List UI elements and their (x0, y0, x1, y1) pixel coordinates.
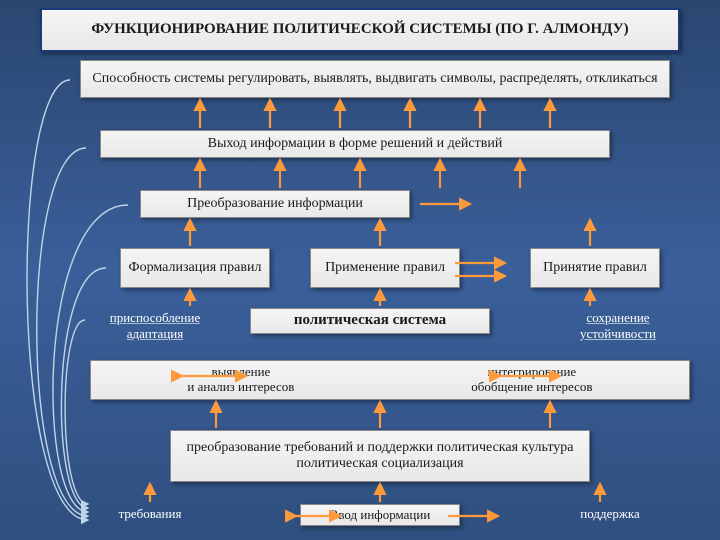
layer-3: Преобразование информации (140, 190, 410, 218)
preserve-label: сохранение устойчивости (558, 310, 678, 342)
col-b: Применение правил (310, 248, 460, 288)
input-box: Ввод информации (300, 504, 460, 526)
req-label: требования (100, 506, 200, 522)
functions-box: выявление и анализ интересов интегрирова… (90, 360, 690, 400)
layer-1-text: Способность системы регулировать, выявля… (92, 71, 657, 87)
col-c-text: Принятие правил (543, 260, 647, 276)
layer-2-text: Выход информации в форме решений и дейст… (208, 136, 503, 152)
bottom-box: преобразование требований и поддержки по… (170, 430, 590, 482)
col-b-text: Применение правил (325, 260, 445, 276)
col-a: Формализация правил (120, 248, 270, 288)
input-text: Ввод информации (330, 508, 431, 523)
center-text: политическая система (294, 312, 446, 329)
title-box: ФУНКЦИОНИРОВАНИЕ ПОЛИТИЧЕСКОЙ СИСТЕМЫ (П… (40, 8, 680, 52)
title-text: ФУНКЦИОНИРОВАНИЕ ПОЛИТИЧЕСКОЙ СИСТЕМЫ (П… (91, 21, 628, 38)
col-c: Принятие правил (530, 248, 660, 288)
adapt-label: приспособление адаптация (90, 310, 220, 342)
col-a-text: Формализация правил (129, 260, 262, 276)
layer-1: Способность системы регулировать, выявля… (80, 60, 670, 98)
layer-3-text: Преобразование информации (187, 196, 363, 212)
func-a: выявление и анализ интересов (187, 365, 294, 395)
slide-root: ФУНКЦИОНИРОВАНИЕ ПОЛИТИЧЕСКОЙ СИСТЕМЫ (П… (0, 0, 720, 540)
func-b: интегрирование обобщение интересов (471, 365, 592, 395)
center-box: политическая система (250, 308, 490, 334)
bottom-text: преобразование требований и поддержки по… (175, 440, 585, 472)
sup-label: поддержка (560, 506, 660, 522)
layer-2: Выход информации в форме решений и дейст… (100, 130, 610, 158)
